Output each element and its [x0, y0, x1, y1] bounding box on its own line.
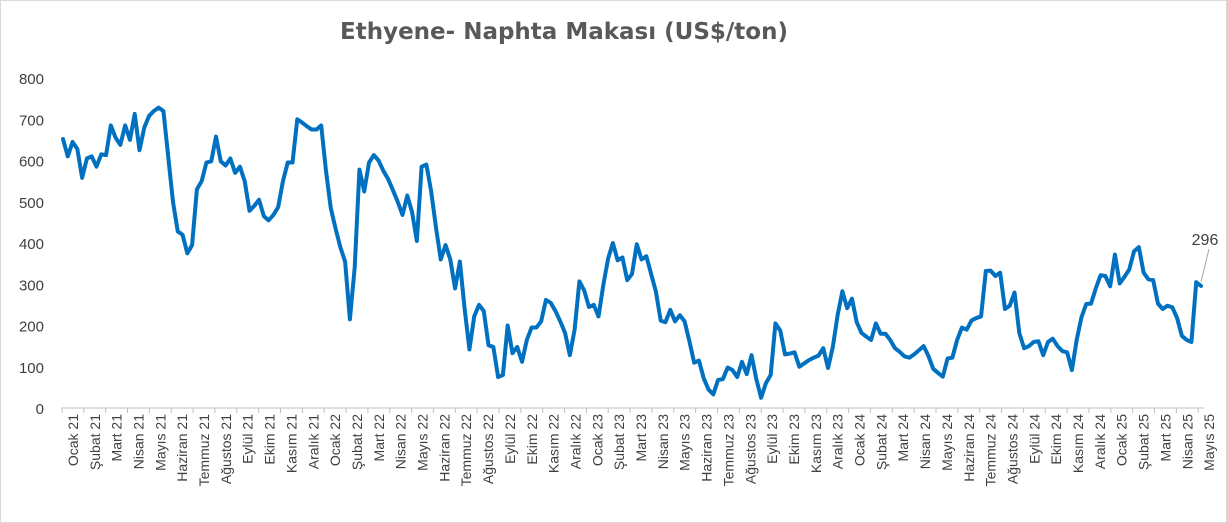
- y-tick-label: 200: [19, 319, 44, 336]
- x-tick-label: Nisan 24: [917, 414, 933, 469]
- x-tick-label: Şubat 24: [873, 414, 889, 470]
- x-tick-label: Mayıs 22: [415, 414, 431, 471]
- y-tick-label: 800: [19, 71, 44, 88]
- x-tick-label: Temmuz 23: [720, 414, 736, 487]
- x-tick-label: Mart 22: [371, 414, 387, 462]
- x-tick-label: Ağustos 23: [742, 414, 758, 484]
- x-tick-label: Ocak 22: [327, 414, 343, 466]
- annotation-leader-line: [1200, 248, 1210, 283]
- x-tick-label: Nisan 23: [655, 414, 671, 469]
- y-tick-label: 0: [36, 401, 44, 418]
- x-tick-label: Aralık 21: [305, 414, 321, 469]
- last-value-label: 296: [1192, 232, 1219, 249]
- x-tick-label: Aralık 23: [830, 414, 846, 469]
- x-tick-label: Mayıs 23: [677, 414, 693, 471]
- x-tick-label: Kasım 22: [546, 414, 562, 473]
- chart-title: Ethyene- Naphta Makası (US$/ton): [340, 19, 788, 45]
- x-tick-label: Kasım 24: [1070, 414, 1086, 473]
- x-tick-label: Ekim 24: [1048, 414, 1064, 465]
- plot-area: [61, 105, 1203, 400]
- x-axis: Ocak 21 Şubat 21 Mart 21 Nisan 21 Mayıs 21 Ha…: [61, 407, 1226, 487]
- annotations: 296: [1192, 232, 1219, 283]
- x-tick-label: Ekim 21: [262, 414, 278, 465]
- y-tick-label: 700: [19, 112, 44, 129]
- x-tick-label: Kasım 21: [283, 414, 299, 473]
- x-tick-label: Şubat 21: [87, 414, 103, 470]
- x-tick-label: Nisan 21: [130, 414, 146, 469]
- x-tick-label: Haziran 22: [436, 414, 452, 482]
- x-tick-label: Ağustos 22: [480, 414, 496, 484]
- x-tick-label: Nisan 22: [393, 414, 409, 469]
- x-tick-label: Ocak 24: [852, 414, 868, 466]
- x-tick-label: Şubat 22: [349, 414, 365, 470]
- y-tick-label: 600: [19, 154, 44, 171]
- x-tick-label: Ekim 22: [524, 414, 540, 465]
- x-tick-label: Şubat 25: [1136, 414, 1152, 470]
- x-tick-label: Ekim 23: [786, 414, 802, 465]
- x-tick-label: Temmuz 22: [458, 414, 474, 487]
- y-axis: 0 100 200 300 400 500 600 700 800: [19, 71, 44, 418]
- x-tick-label: Kasım 23: [808, 414, 824, 473]
- x-tick-label: Eylül 23: [764, 414, 780, 464]
- x-tick-label: Haziran 23: [699, 414, 715, 482]
- x-tick-label: Temmuz 24: [983, 414, 999, 487]
- x-tick-label: Ocak 25: [1114, 414, 1130, 466]
- x-tick-label: Eylül 24: [1026, 414, 1042, 464]
- x-tick-label: Şubat 23: [611, 414, 627, 470]
- x-tick-label: Mayıs 25: [1201, 414, 1217, 471]
- y-tick-label: 400: [19, 236, 44, 253]
- series-line: [61, 105, 1203, 400]
- x-tick-label: Haziran 25: [1223, 414, 1226, 482]
- x-tick-label: Ağustos 21: [218, 414, 234, 484]
- y-tick-label: 100: [19, 360, 44, 377]
- x-tick-label: Aralık 22: [567, 414, 583, 469]
- y-tick-label: 300: [19, 277, 44, 294]
- x-tick-label: Haziran 24: [961, 414, 977, 482]
- x-tick-label: Ocak 23: [589, 414, 605, 466]
- x-tick-label: Mayıs 21: [152, 414, 168, 471]
- x-tick-label: Ağustos 24: [1004, 414, 1020, 484]
- x-tick-label: Mart 24: [895, 414, 911, 462]
- x-tick-label: Mart 25: [1157, 414, 1173, 462]
- x-tick-label: Mayıs 24: [939, 414, 955, 471]
- x-tick-label: Temmuz 21: [196, 414, 212, 487]
- x-tick-label: Eylül 21: [240, 414, 256, 464]
- x-tick-label: Nisan 25: [1179, 414, 1195, 469]
- x-tick-label: Ocak 21: [65, 414, 81, 466]
- y-tick-label: 500: [19, 195, 44, 212]
- x-tick-label: Mart 23: [633, 414, 649, 462]
- x-tick-label: Haziran 21: [174, 414, 190, 482]
- x-tick-label: Aralık 24: [1092, 414, 1108, 469]
- x-tick-label: Eylül 22: [502, 414, 518, 464]
- x-tick-label: Mart 21: [109, 414, 125, 462]
